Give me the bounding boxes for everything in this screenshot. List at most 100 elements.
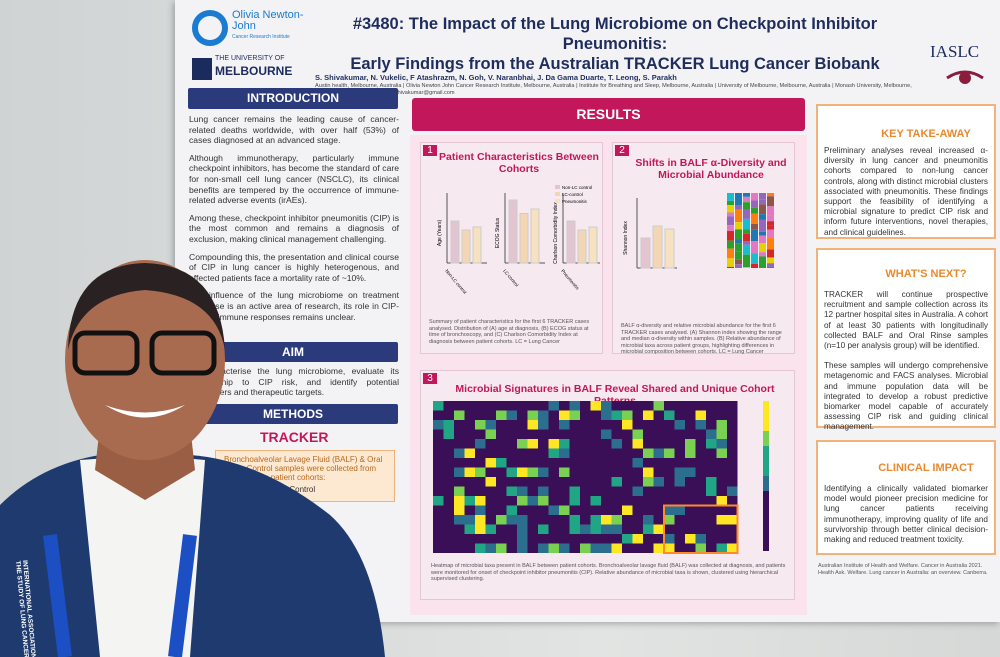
heat-cell — [548, 496, 559, 506]
stack-seg — [743, 267, 750, 268]
heat-cell — [695, 420, 706, 430]
heat-cell — [632, 410, 643, 420]
heat-cell — [706, 505, 717, 515]
heat-cell — [716, 505, 727, 515]
heat-cell — [716, 467, 727, 477]
stack-seg — [751, 213, 758, 224]
heat-cell — [601, 401, 612, 411]
heat-cell — [464, 439, 475, 449]
stack-seg — [727, 193, 734, 201]
bar — [664, 228, 675, 269]
heat-cell — [716, 429, 727, 439]
heat-cell — [454, 496, 465, 506]
heat-cell — [517, 458, 528, 468]
heat-cell — [685, 420, 696, 430]
heat-cell — [464, 458, 475, 468]
heat-cell — [580, 458, 591, 468]
heat-cell — [716, 543, 727, 553]
heat-cell — [569, 420, 580, 430]
heat-cell — [674, 534, 685, 544]
heat-cell — [517, 543, 528, 553]
heat-cell — [695, 505, 706, 515]
heat-cell — [632, 543, 643, 553]
panel-number: 1 — [423, 145, 437, 156]
heat-cell — [727, 429, 738, 439]
heat-cell — [517, 505, 528, 515]
heat-cell — [548, 410, 559, 420]
heat-cell — [685, 486, 696, 496]
stack-seg — [767, 238, 774, 250]
stack-seg — [767, 206, 774, 216]
stack-seg — [759, 199, 766, 205]
heat-cell — [653, 439, 664, 449]
heat-cell — [611, 515, 622, 525]
heat-cell — [601, 448, 612, 458]
heat-cell — [716, 515, 727, 525]
heat-cell — [706, 439, 717, 449]
stack-seg — [759, 219, 766, 223]
heat-cell — [443, 420, 454, 430]
impact-box: CLINICAL IMPACT Identifying a clinically… — [816, 440, 996, 555]
heat-cell — [569, 467, 580, 477]
colorbar — [763, 461, 769, 476]
heat-cell — [685, 496, 696, 506]
heat-cell — [590, 543, 601, 553]
heat-cell — [653, 477, 664, 487]
stack-seg — [743, 196, 750, 203]
stack-seg — [767, 266, 774, 268]
lanyard — [43, 534, 197, 657]
stack-seg — [759, 214, 766, 220]
heat-cell — [443, 477, 454, 487]
panel-chart: Age (Years) ECOG Status Charlson Comorbidi… — [437, 185, 600, 295]
box-heading: KEY TAKE-AWAY — [881, 128, 971, 140]
heat-cell — [496, 534, 507, 544]
heat-cell — [538, 477, 549, 487]
heat-cell — [569, 524, 580, 534]
heat-cell — [433, 534, 444, 544]
stack-seg — [735, 259, 742, 265]
heat-cell — [485, 420, 496, 430]
heat-cell — [622, 543, 633, 553]
heat-cell — [464, 448, 475, 458]
intro-heading: INTRODUCTION — [188, 88, 398, 109]
x-label: Pneumonitis — [560, 268, 580, 291]
panel-caption: Summary of patient characteristics for t… — [429, 319, 590, 345]
heat-cell — [664, 410, 675, 420]
heat-cell — [664, 458, 675, 468]
heat-cell — [517, 477, 528, 487]
heat-cell — [517, 410, 528, 420]
heat-cell — [527, 467, 538, 477]
heat-cell — [548, 467, 559, 477]
heat-cell — [569, 401, 580, 411]
heat-cell — [727, 534, 738, 544]
heat-cell — [601, 486, 612, 496]
heat-cell — [611, 467, 622, 477]
heat-cell — [601, 543, 612, 553]
heat-cell — [464, 477, 475, 487]
heat-cell — [506, 410, 517, 420]
iaslc-logo: IASLC — [930, 42, 980, 61]
axis-label: Shannon Index — [623, 221, 629, 255]
heat-cell — [433, 467, 444, 477]
heat-cell — [506, 496, 517, 506]
stack-seg — [767, 225, 774, 230]
heat-cell — [496, 429, 507, 439]
stack-seg — [735, 243, 742, 252]
heat-cell — [580, 505, 591, 515]
heat-cell — [527, 505, 538, 515]
stack-seg — [751, 193, 758, 201]
heat-cell — [485, 458, 496, 468]
heat-cell — [706, 534, 717, 544]
heat-cell — [632, 467, 643, 477]
heat-cell — [496, 496, 507, 506]
heat-cell — [706, 410, 717, 420]
heat-cell — [506, 486, 517, 496]
heat-cell — [559, 439, 570, 449]
heat-cell — [622, 534, 633, 544]
heat-cell — [643, 534, 654, 544]
heat-cell — [695, 410, 706, 420]
colorbar — [763, 446, 769, 461]
heat-cell — [611, 420, 622, 430]
heat-cell — [443, 486, 454, 496]
stack-seg — [727, 200, 734, 206]
